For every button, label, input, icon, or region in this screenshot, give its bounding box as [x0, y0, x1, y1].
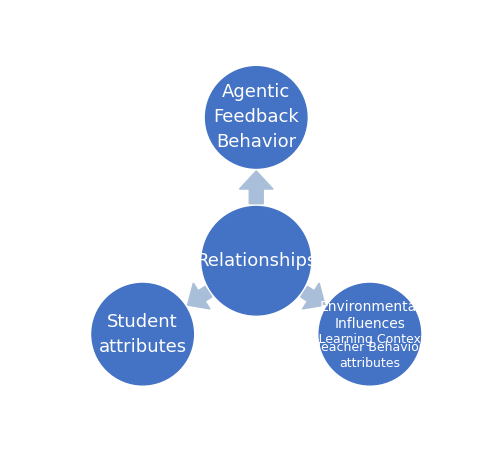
- Polygon shape: [300, 283, 325, 309]
- Polygon shape: [188, 283, 212, 309]
- Text: Student
attributes: Student attributes: [98, 313, 186, 355]
- Circle shape: [202, 207, 310, 315]
- Text: Relationships: Relationships: [196, 252, 316, 270]
- Text: -Teacher Behavior/
attributes: -Teacher Behavior/ attributes: [312, 340, 428, 370]
- Polygon shape: [240, 171, 273, 204]
- Text: Environmental
Influences: Environmental Influences: [320, 300, 420, 331]
- Circle shape: [92, 283, 194, 385]
- Text: Agentic
Feedback
Behavior: Agentic Feedback Behavior: [214, 84, 299, 151]
- Circle shape: [319, 283, 420, 385]
- Text: -Learning Context: -Learning Context: [314, 333, 426, 346]
- Circle shape: [206, 67, 307, 168]
